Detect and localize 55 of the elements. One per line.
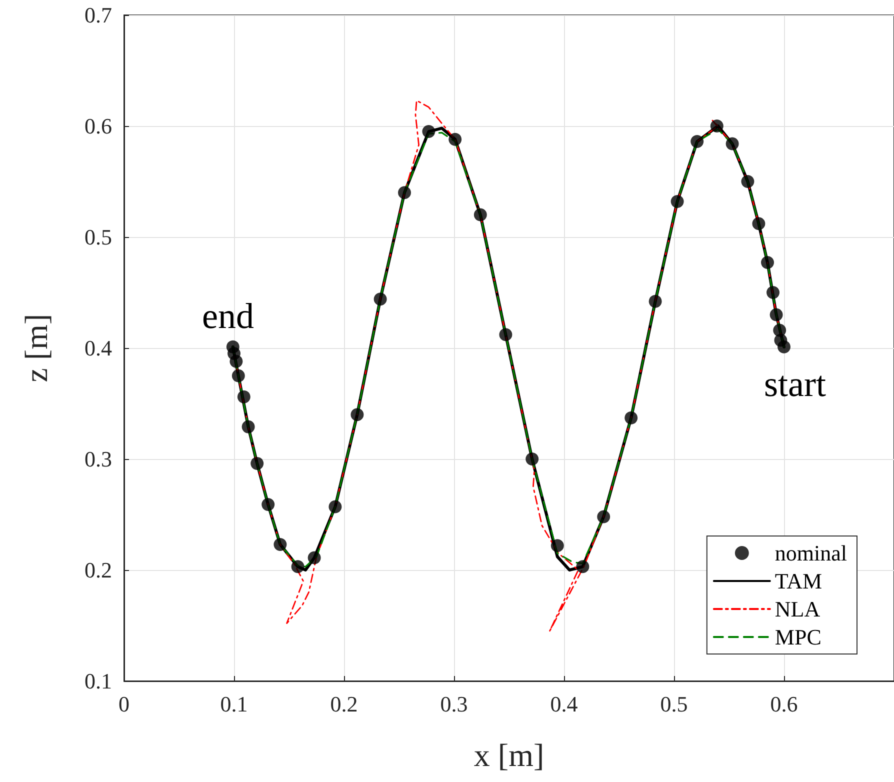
point: [374, 292, 387, 306]
point: [773, 324, 786, 337]
x-tick-label: 0.1: [220, 692, 248, 716]
legend-label: nominal: [774, 540, 848, 566]
legend-label: TAM: [774, 568, 822, 594]
point: [550, 539, 564, 552]
point: [422, 125, 436, 138]
x-tick-label: 0: [118, 692, 130, 716]
y-tick-label: 0.3: [84, 446, 112, 472]
x-tick-label: 0.3: [440, 692, 468, 716]
legend-label: NLA: [774, 596, 820, 622]
point: [526, 452, 539, 466]
point: [291, 560, 304, 574]
point: [741, 175, 754, 188]
point: [770, 308, 783, 322]
x-axis-title: x [m]: [474, 737, 544, 773]
x-tick-label: 0.6: [770, 692, 798, 716]
point: [242, 420, 255, 434]
point: [232, 369, 245, 382]
y-tick-label: 0.2: [84, 558, 112, 582]
y-axis-title: z [m]: [18, 314, 54, 382]
y-tick-label: 0.6: [84, 114, 112, 138]
point: [597, 510, 610, 524]
point: [474, 208, 487, 222]
point: [761, 256, 774, 270]
point: [398, 186, 411, 200]
point: [308, 551, 321, 564]
y-tick-label: 0.7: [84, 2, 112, 28]
point: [262, 498, 275, 512]
point: [448, 132, 462, 146]
point: [670, 194, 684, 208]
annotation: start: [764, 364, 826, 404]
point: [350, 408, 364, 422]
point: [710, 120, 724, 132]
point: [752, 217, 766, 230]
point: [624, 411, 638, 424]
point: [576, 560, 590, 574]
y-tick-label: 0.5: [84, 224, 112, 250]
annotation: end: [202, 296, 254, 336]
point: [499, 328, 512, 342]
x-tick-label: 0.5: [660, 692, 688, 716]
y-tick-label: 0.1: [84, 668, 112, 694]
point: [690, 135, 704, 148]
y-tick-label: 0.4: [84, 336, 112, 360]
x-tick-label: 0.4: [550, 692, 578, 716]
point: [766, 286, 780, 299]
point: [250, 456, 264, 470]
point: [328, 500, 342, 514]
point: [226, 340, 240, 354]
point: [274, 538, 287, 551]
point: [237, 390, 250, 404]
point: [648, 294, 662, 308]
legend-label: MPC: [774, 624, 822, 650]
x-tick-label: 0.2: [330, 692, 358, 716]
point: [726, 137, 739, 150]
